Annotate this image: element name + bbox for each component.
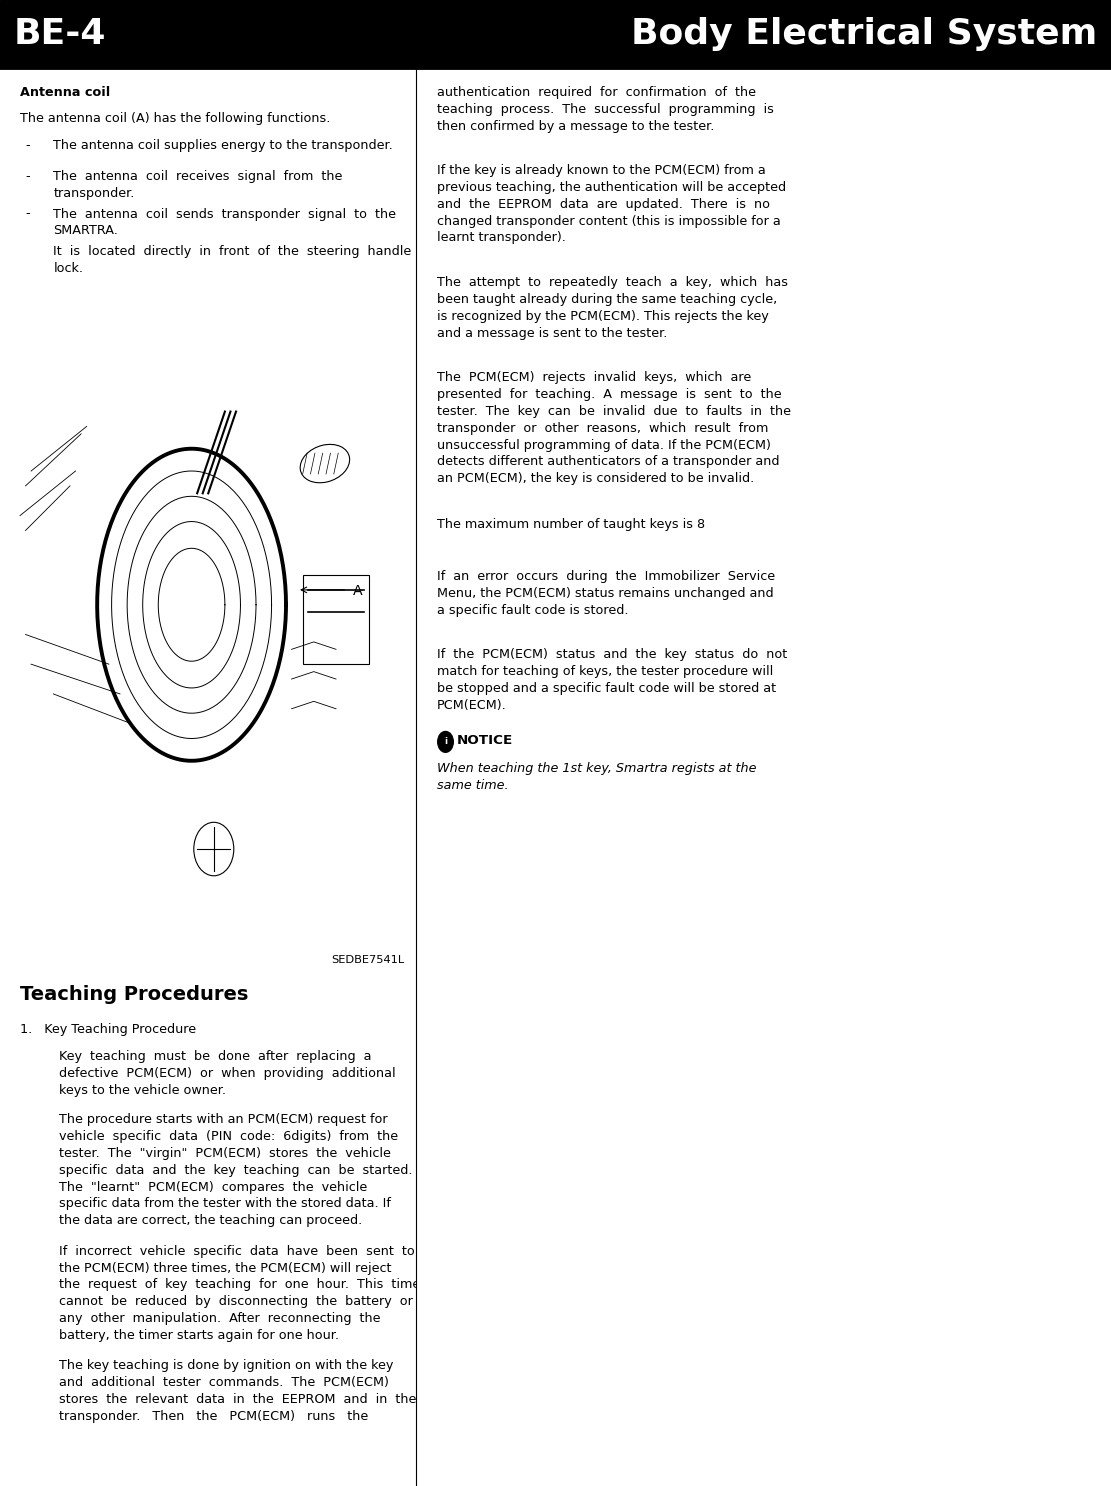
Text: A: A	[352, 584, 362, 597]
Text: -: -	[26, 208, 30, 220]
Text: If the key is already known to the PCM(ECM) from a
previous teaching, the authen: If the key is already known to the PCM(E…	[437, 163, 785, 244]
Text: The  attempt  to  repeatedly  teach  a  key,  which  has
been taught already dur: The attempt to repeatedly teach a key, w…	[437, 276, 788, 340]
Text: The maximum number of taught keys is 8: The maximum number of taught keys is 8	[437, 519, 704, 531]
Text: Teaching Procedures: Teaching Procedures	[20, 985, 249, 1005]
Text: NOTICE: NOTICE	[457, 734, 513, 747]
Text: If  incorrect  vehicle  specific  data  have  been  sent  to
the PCM(ECM) three : If incorrect vehicle specific data have …	[59, 1245, 420, 1342]
Text: If  an  error  occurs  during  the  Immobilizer  Service
Menu, the PCM(ECM) stat: If an error occurs during the Immobilize…	[437, 571, 774, 617]
Text: Antenna coil: Antenna coil	[20, 86, 110, 100]
Bar	[0, 0, 1111, 68]
Text: The  PCM(ECM)  rejects  invalid  keys,  which  are
presented  for  teaching.  A : The PCM(ECM) rejects invalid keys, which…	[437, 372, 791, 486]
Text: Key  teaching  must  be  done  after  replacing  a
defective  PCM(ECM)  or  when: Key teaching must be done after replacin…	[59, 1051, 396, 1097]
Text: SEDBE7541L: SEDBE7541L	[331, 955, 404, 966]
Text: Body Electrical System: Body Electrical System	[631, 18, 1098, 51]
Text: -: -	[26, 169, 30, 183]
Text: If  the  PCM(ECM)  status  and  the  key  status  do  not
match for teaching of : If the PCM(ECM) status and the key statu…	[437, 648, 787, 712]
Text: It  is  located  directly  in  front  of  the  steering  handle
lock.: It is located directly in front of the s…	[53, 245, 411, 275]
Text: The procedure starts with an PCM(ECM) request for
vehicle  specific  data  (PIN : The procedure starts with an PCM(ECM) re…	[59, 1113, 412, 1227]
Bar	[302, 575, 369, 664]
Text: The antenna coil supplies energy to the transponder.: The antenna coil supplies energy to the …	[53, 140, 393, 152]
Text: The  antenna  coil  sends  transponder  signal  to  the
SMARTRA.: The antenna coil sends transponder signa…	[53, 208, 397, 238]
Text: The key teaching is done by ignition on with the key
and  additional  tester  co: The key teaching is done by ignition on …	[59, 1360, 417, 1422]
Text: BE-4: BE-4	[13, 18, 106, 51]
Text: authentication  required  for  confirmation  of  the
teaching  process.  The  su: authentication required for confirmation…	[437, 86, 773, 132]
Text: i: i	[444, 737, 447, 746]
Text: The  antenna  coil  receives  signal  from  the
transponder.: The antenna coil receives signal from th…	[53, 169, 342, 199]
Text: 1.   Key Teaching Procedure: 1. Key Teaching Procedure	[20, 1022, 197, 1036]
Text: -: -	[26, 140, 30, 152]
Text: When teaching the 1st key, Smartra regists at the
same time.: When teaching the 1st key, Smartra regis…	[437, 762, 757, 792]
Text: The antenna coil (A) has the following functions.: The antenna coil (A) has the following f…	[20, 111, 330, 125]
Circle shape	[438, 731, 453, 752]
